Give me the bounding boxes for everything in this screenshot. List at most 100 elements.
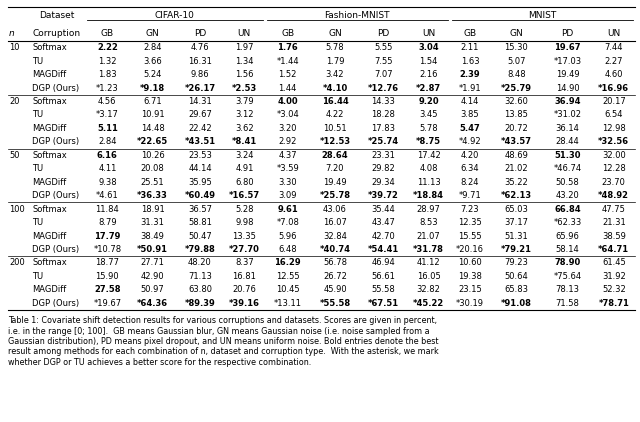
- Text: 14.31: 14.31: [188, 97, 212, 106]
- Text: *2.53: *2.53: [232, 84, 257, 92]
- Text: *62.13: *62.13: [500, 191, 532, 200]
- Text: *3.04: *3.04: [276, 111, 299, 119]
- Text: 27.58: 27.58: [94, 285, 120, 294]
- Text: 4.14: 4.14: [461, 97, 479, 106]
- Text: 4.00: 4.00: [277, 97, 298, 106]
- Text: 16.05: 16.05: [417, 272, 440, 281]
- Text: 37.17: 37.17: [504, 218, 529, 227]
- Text: 43.47: 43.47: [371, 218, 395, 227]
- Text: 26.72: 26.72: [323, 272, 347, 281]
- Text: 8.79: 8.79: [98, 218, 116, 227]
- Text: 10.91: 10.91: [141, 111, 164, 119]
- Text: 8.48: 8.48: [507, 70, 525, 79]
- Text: 19.49: 19.49: [323, 178, 347, 187]
- Text: 43.06: 43.06: [323, 205, 347, 214]
- Text: UN: UN: [607, 29, 620, 38]
- Text: 4.76: 4.76: [191, 43, 209, 52]
- Text: 56.61: 56.61: [371, 272, 395, 281]
- Text: 8.24: 8.24: [461, 178, 479, 187]
- Text: *31.02: *31.02: [554, 111, 582, 119]
- Text: n: n: [9, 29, 15, 38]
- Text: 4.91: 4.91: [235, 164, 253, 173]
- Text: 2.84: 2.84: [98, 138, 116, 146]
- Text: 13.85: 13.85: [504, 111, 528, 119]
- Text: 65.96: 65.96: [556, 232, 579, 241]
- Text: *45.22: *45.22: [413, 299, 444, 308]
- Text: 8.53: 8.53: [419, 218, 438, 227]
- Text: 29.34: 29.34: [371, 178, 395, 187]
- Text: 65.03: 65.03: [504, 205, 528, 214]
- Text: 32.60: 32.60: [504, 97, 528, 106]
- Text: 15.30: 15.30: [504, 43, 528, 52]
- Text: 5.78: 5.78: [419, 124, 438, 133]
- Text: 6.34: 6.34: [461, 164, 479, 173]
- Text: 11.13: 11.13: [417, 178, 440, 187]
- Text: PD: PD: [377, 29, 389, 38]
- Text: whether DGP or TU achieves a better score for the respective combination.: whether DGP or TU achieves a better scor…: [8, 358, 311, 367]
- Text: DGP (Ours): DGP (Ours): [32, 299, 79, 308]
- Text: *25.74: *25.74: [367, 138, 399, 146]
- Text: 65.83: 65.83: [504, 285, 529, 294]
- Text: 21.31: 21.31: [602, 218, 626, 227]
- Text: 5.55: 5.55: [374, 43, 392, 52]
- Text: *22.65: *22.65: [137, 138, 168, 146]
- Text: *1.44: *1.44: [276, 57, 299, 66]
- Text: *64.71: *64.71: [598, 245, 629, 254]
- Text: 4.60: 4.60: [605, 70, 623, 79]
- Text: 9.20: 9.20: [419, 97, 439, 106]
- Text: 100: 100: [9, 205, 25, 214]
- Text: 18.28: 18.28: [371, 111, 395, 119]
- Text: 2.22: 2.22: [97, 43, 118, 52]
- Text: *13.11: *13.11: [274, 299, 301, 308]
- Text: 12.55: 12.55: [276, 272, 300, 281]
- Text: 4.56: 4.56: [98, 97, 116, 106]
- Text: 5.24: 5.24: [143, 70, 162, 79]
- Text: GB: GB: [100, 29, 114, 38]
- Text: *91.08: *91.08: [501, 299, 532, 308]
- Text: TU: TU: [32, 57, 44, 66]
- Text: *2.87: *2.87: [416, 84, 441, 92]
- Text: 35.95: 35.95: [188, 178, 212, 187]
- Text: *78.71: *78.71: [598, 299, 629, 308]
- Text: DGP (Ours): DGP (Ours): [32, 138, 79, 146]
- Text: *62.33: *62.33: [554, 218, 582, 227]
- Text: GN: GN: [146, 29, 159, 38]
- Text: *25.79: *25.79: [501, 84, 532, 92]
- Text: 48.20: 48.20: [188, 258, 212, 268]
- Text: 16.31: 16.31: [188, 57, 212, 66]
- Text: *39.72: *39.72: [368, 191, 399, 200]
- Text: *8.41: *8.41: [232, 138, 257, 146]
- Text: 8.37: 8.37: [235, 258, 253, 268]
- Text: 1.63: 1.63: [461, 57, 479, 66]
- Text: 1.76: 1.76: [277, 43, 298, 52]
- Text: *27.70: *27.70: [229, 245, 260, 254]
- Text: 6.71: 6.71: [143, 97, 162, 106]
- Text: *16.57: *16.57: [228, 191, 260, 200]
- Text: 12.98: 12.98: [602, 124, 626, 133]
- Text: 3.62: 3.62: [235, 124, 253, 133]
- Text: 50: 50: [9, 151, 19, 160]
- Text: *48.92: *48.92: [598, 191, 629, 200]
- Text: 2.27: 2.27: [605, 57, 623, 66]
- Text: 7.44: 7.44: [605, 43, 623, 52]
- Text: *43.57: *43.57: [501, 138, 532, 146]
- Text: 6.16: 6.16: [97, 151, 118, 160]
- Text: 23.53: 23.53: [188, 151, 212, 160]
- Text: 43.20: 43.20: [556, 191, 579, 200]
- Text: 1.56: 1.56: [235, 70, 253, 79]
- Text: *26.17: *26.17: [184, 84, 216, 92]
- Text: 3.45: 3.45: [419, 111, 438, 119]
- Text: GN: GN: [328, 29, 342, 38]
- Text: 63.80: 63.80: [188, 285, 212, 294]
- Text: 78.90: 78.90: [554, 258, 580, 268]
- Text: 7.20: 7.20: [326, 164, 344, 173]
- Text: 1.54: 1.54: [419, 57, 438, 66]
- Text: 28.64: 28.64: [322, 151, 348, 160]
- Text: *60.49: *60.49: [184, 191, 216, 200]
- Text: MAGDiff: MAGDiff: [32, 124, 67, 133]
- Text: UN: UN: [422, 29, 435, 38]
- Text: 19.67: 19.67: [554, 43, 580, 52]
- Text: *64.36: *64.36: [137, 299, 168, 308]
- Text: MAGDiff: MAGDiff: [32, 70, 67, 79]
- Text: 1.83: 1.83: [98, 70, 116, 79]
